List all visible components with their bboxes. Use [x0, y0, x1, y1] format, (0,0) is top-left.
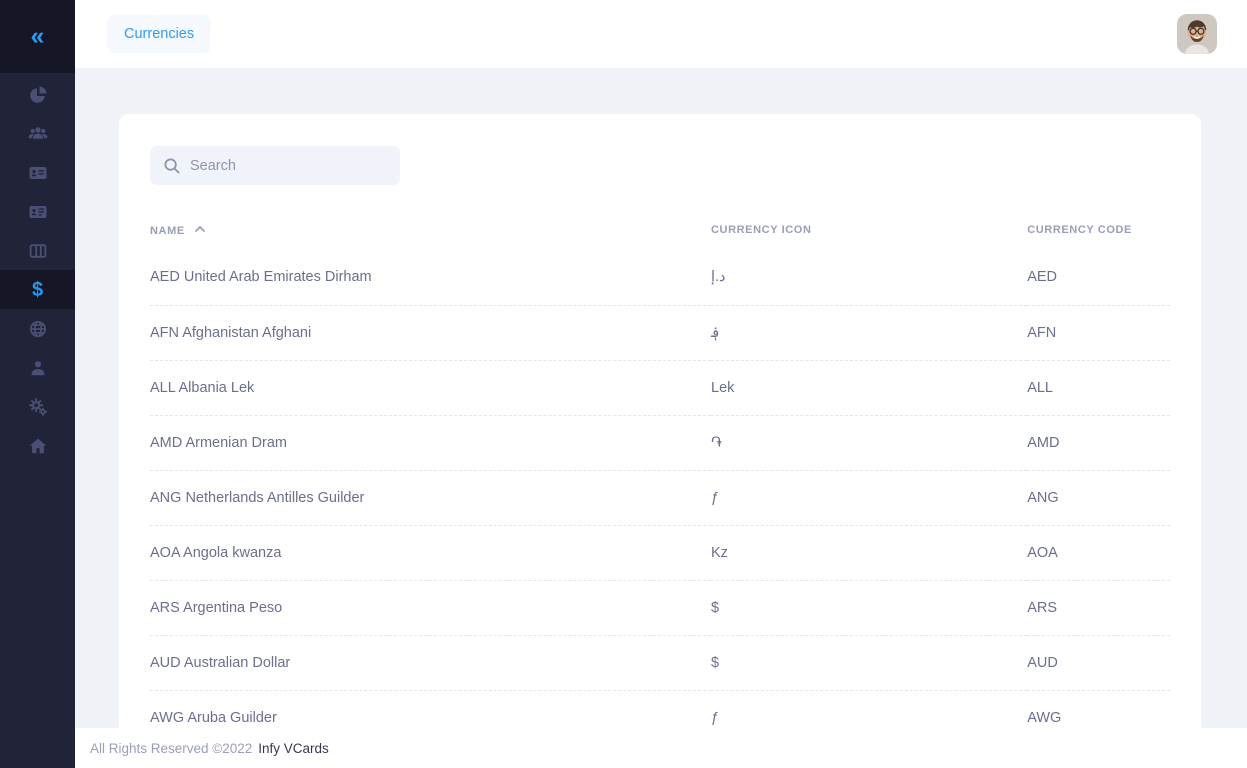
- currency-code: ANG: [1027, 470, 1170, 526]
- user-profile-icon: [28, 358, 48, 378]
- currency-code: AED: [1027, 250, 1170, 306]
- currency-icon-symbol: ƒ: [711, 470, 1028, 526]
- currency-name: AUD Australian Dollar: [150, 635, 711, 691]
- column-header-currency-icon[interactable]: CURRENCY ICON: [711, 224, 812, 236]
- currency-name: ARS Argentina Peso: [150, 580, 711, 636]
- search-icon: [164, 158, 180, 174]
- sidebar-item-home[interactable]: [0, 426, 75, 465]
- id-card-icon: [28, 163, 48, 183]
- currencies-table: NAME CURRENCY ICON CURRENCY CODE: [150, 210, 1170, 728]
- search-input[interactable]: [190, 157, 387, 174]
- sort-ascending-icon: [194, 224, 206, 236]
- sidebar-item-currencies[interactable]: $: [0, 270, 75, 309]
- currency-name: ALL Albania Lek: [150, 360, 711, 416]
- currency-name: AED United Arab Emirates Dirham: [150, 250, 711, 306]
- column-header-currency-code[interactable]: CURRENCY CODE: [1027, 224, 1132, 236]
- topbar: Currencies: [75, 0, 1247, 68]
- table-row: ANG Netherlands Antilles Guilder ƒ ANG: [150, 470, 1170, 526]
- table-row: ALL Albania Lek Lek ALL: [150, 360, 1170, 416]
- search-box: [150, 146, 400, 185]
- sidebar-header: «: [0, 0, 75, 73]
- sidebar-item-languages[interactable]: [0, 309, 75, 348]
- currency-icon-symbol: Kz: [711, 525, 1028, 581]
- currencies-card: NAME CURRENCY ICON CURRENCY CODE: [119, 114, 1201, 728]
- currency-name: AFN Afghanistan Afghani: [150, 305, 711, 361]
- home-icon: [28, 436, 48, 456]
- currency-icon-symbol: ֏: [711, 415, 1028, 471]
- sidebar-item-templates[interactable]: [0, 231, 75, 270]
- table-row: AWG Aruba Guilder ƒ AWG: [150, 690, 1170, 728]
- currency-icon-symbol: $: [711, 635, 1028, 691]
- user-avatar-photo[interactable]: [1177, 14, 1217, 54]
- currency-code: AFN: [1027, 305, 1170, 361]
- table-row: AMD Armenian Dram ֏ AMD: [150, 415, 1170, 471]
- currency-code: ALL: [1027, 360, 1170, 416]
- table-row: ARS Argentina Peso $ ARS: [150, 580, 1170, 636]
- sidebar-item-settings[interactable]: [0, 387, 75, 426]
- currency-name: AWG Aruba Guilder: [150, 690, 711, 728]
- main-area: Currencies: [75, 0, 1247, 768]
- sidebar-item-vcards[interactable]: [0, 153, 75, 192]
- sidebar: «: [0, 0, 75, 768]
- sidebar-item-profile[interactable]: [0, 348, 75, 387]
- column-header-name-label: NAME: [150, 224, 185, 237]
- columns-layout-icon: [28, 241, 48, 261]
- currency-code: AOA: [1027, 525, 1170, 581]
- currency-icon-symbol: $: [711, 580, 1028, 636]
- table-row: AFN Afghanistan Afghani ؋ AFN: [150, 305, 1170, 361]
- settings-gears-icon: [28, 397, 48, 417]
- table-row: AOA Angola kwanza Kz AOA: [150, 525, 1170, 581]
- currency-code: AWG: [1027, 690, 1170, 728]
- footer-brand-link[interactable]: Infy VCards: [258, 740, 329, 756]
- sidebar-item-users-group[interactable]: [0, 114, 75, 153]
- currency-icon-symbol: ƒ: [711, 690, 1028, 728]
- pie-chart-icon: [28, 85, 48, 105]
- address-card-icon: [28, 202, 48, 222]
- currency-name: ANG Netherlands Antilles Guilder: [150, 470, 711, 526]
- globe-language-icon: [28, 319, 48, 339]
- sidebar-item-dashboard[interactable]: [0, 75, 75, 114]
- currency-code: ARS: [1027, 580, 1170, 636]
- currency-icon-symbol: Lek: [711, 360, 1028, 416]
- users-group-icon: [28, 124, 48, 144]
- currency-name: AOA Angola kwanza: [150, 525, 711, 581]
- table-header-row: NAME CURRENCY ICON CURRENCY CODE: [150, 210, 1170, 250]
- collapse-double-chevron-left-icon[interactable]: «: [30, 22, 45, 50]
- page-content: NAME CURRENCY ICON CURRENCY CODE: [75, 68, 1247, 728]
- currency-icon-symbol: ؋: [711, 305, 1028, 361]
- footer: All Rights Reserved ©2022 Infy VCards: [75, 728, 1247, 768]
- currency-table-body: AED United Arab Emirates Dirham د.إ AED …: [150, 250, 1170, 728]
- column-header-name[interactable]: NAME: [150, 210, 711, 250]
- currency-icon-symbol: د.إ: [711, 250, 1028, 306]
- dollar-currency-icon: $: [31, 278, 44, 301]
- sidebar-item-contacts[interactable]: [0, 192, 75, 231]
- currency-code: AUD: [1027, 635, 1170, 691]
- table-row: AUD Australian Dollar $ AUD: [150, 635, 1170, 691]
- currency-code: AMD: [1027, 415, 1170, 471]
- currency-name: AMD Armenian Dram: [150, 415, 711, 471]
- table-row: AED United Arab Emirates Dirham د.إ AED: [150, 250, 1170, 306]
- sidebar-nav: $: [0, 73, 75, 465]
- footer-rights-text: All Rights Reserved ©2022: [90, 740, 253, 756]
- breadcrumb[interactable]: Currencies: [107, 15, 212, 53]
